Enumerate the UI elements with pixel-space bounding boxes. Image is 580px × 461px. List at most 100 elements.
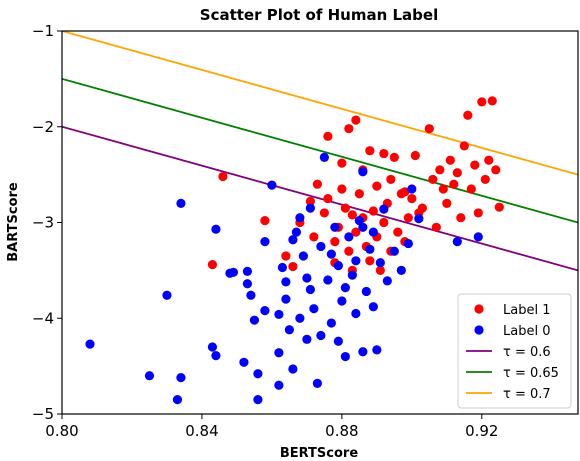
label0-point (305, 203, 315, 213)
label1-point (463, 110, 473, 120)
label1-point (337, 158, 347, 168)
legend-marker (474, 325, 484, 335)
label0-point (326, 318, 336, 328)
label0-point (330, 222, 340, 232)
label1-point (487, 96, 497, 106)
label0-point (242, 266, 253, 276)
label0-point (452, 237, 462, 247)
label0-point (144, 371, 155, 381)
y-tick-label: −5 (32, 405, 54, 423)
label0-point (382, 276, 392, 286)
label0-point (379, 204, 389, 214)
label0-point (284, 325, 294, 335)
y-axis-ticks: −5 −4 −3 −2 −1 (32, 22, 62, 423)
label0-point (316, 241, 326, 252)
threshold-line-1 (62, 78, 578, 224)
label1-point (312, 179, 322, 189)
x-tick-label: 0.80 (45, 422, 78, 440)
label0-point (414, 214, 424, 224)
label0-point (358, 167, 368, 177)
label1-point (319, 208, 329, 218)
label1-point (428, 174, 438, 185)
label1-point (218, 171, 228, 182)
label1-point (393, 227, 403, 237)
label0-point (305, 284, 315, 295)
label0-point (403, 238, 413, 249)
label1-point (473, 208, 483, 218)
label0-point (316, 330, 326, 341)
label1-point (449, 179, 459, 189)
label0-point (295, 213, 305, 223)
label0-point (172, 395, 183, 405)
label1-point (368, 206, 378, 216)
label0-point (260, 237, 270, 247)
label1-point (389, 152, 399, 162)
label0-point (323, 275, 333, 285)
label0-point (281, 277, 291, 287)
y-tick-label: −3 (32, 214, 54, 232)
label0-point (302, 334, 312, 344)
label0-point (368, 302, 378, 312)
label1-point (494, 202, 504, 212)
label0-point (333, 260, 343, 271)
chart-title: Scatter Plot of Human Label (200, 6, 438, 24)
label0-point (312, 378, 322, 388)
label1-point (484, 155, 494, 165)
label1-point (344, 124, 354, 134)
y-tick-label: −2 (32, 118, 54, 136)
label0-point (319, 152, 329, 162)
legend-label: τ = 0.65 (503, 366, 559, 381)
data-points (85, 96, 504, 405)
label0-point (365, 244, 375, 254)
legend-label: Label 1 (503, 303, 550, 318)
label1-point (372, 181, 382, 191)
x-tick-label: 0.84 (185, 422, 218, 440)
label0-point (298, 251, 308, 261)
label0-point (211, 350, 221, 361)
label1-point (309, 232, 319, 242)
label0-point (372, 345, 382, 355)
label0-point (473, 232, 483, 242)
label1-point (288, 261, 298, 272)
label1-point (344, 246, 354, 256)
label1-point (354, 189, 364, 199)
label1-point (330, 237, 340, 247)
label0-point (337, 296, 347, 306)
label0-point (344, 232, 354, 242)
label1-point (375, 265, 385, 275)
label0-point (358, 222, 368, 232)
threshold-lines (62, 31, 578, 272)
y-tick-label: −1 (32, 22, 54, 40)
legend-marker (474, 304, 484, 314)
label1-point (365, 256, 375, 266)
label0-point (176, 198, 186, 208)
label0-point (207, 342, 218, 352)
label1-point (379, 148, 389, 159)
label0-point (309, 304, 319, 314)
legend: Label 1 Label 0 τ = 0.6 τ = 0.65 τ = 0.7 (457, 293, 572, 409)
label1-point (340, 203, 350, 213)
label1-point (477, 97, 487, 107)
label1-point (337, 184, 347, 194)
label0-point (249, 315, 260, 325)
label0-point (162, 290, 172, 300)
label1-point (470, 160, 480, 170)
y-tick-label: −4 (32, 309, 54, 327)
label1-point (435, 165, 445, 175)
label0-point (211, 224, 221, 234)
label1-point (281, 251, 291, 261)
legend-label: τ = 0.6 (503, 345, 551, 360)
label0-point (396, 265, 406, 275)
threshold-line-0 (62, 125, 578, 272)
label0-point (340, 283, 350, 293)
label0-point (358, 347, 368, 357)
label0-point (288, 364, 298, 374)
legend-label: Label 0 (503, 324, 550, 339)
label1-point (445, 155, 455, 165)
label1-point (459, 141, 469, 151)
label1-point (438, 184, 448, 194)
label0-point (375, 258, 385, 268)
legend-label: τ = 0.7 (503, 387, 551, 402)
label1-point (431, 222, 441, 232)
label0-point (368, 227, 378, 237)
